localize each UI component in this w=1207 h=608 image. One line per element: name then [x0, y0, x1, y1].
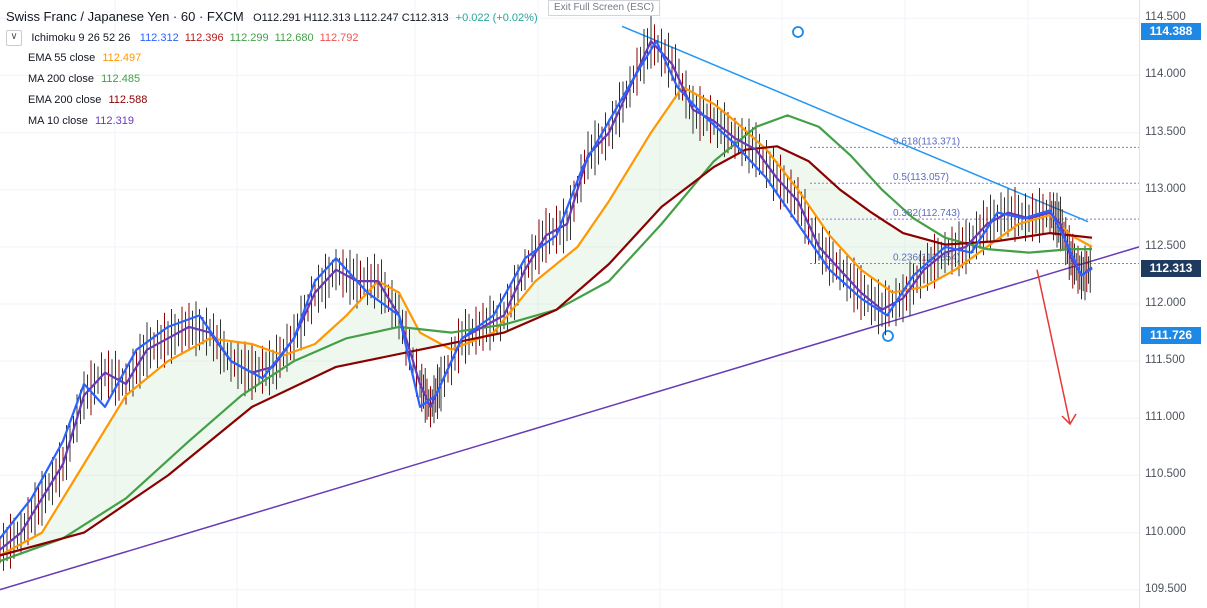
- series-line: [0, 85, 1093, 557]
- ichimoku-value: 112.680: [274, 32, 314, 44]
- indicator-name: EMA 55 close: [28, 52, 96, 64]
- fib-label: 0.236(112.354): [893, 253, 960, 264]
- series-line: [0, 40, 1093, 539]
- y-tick-label: 114.000: [1145, 68, 1186, 81]
- y-tick-label: 110.000: [1145, 525, 1186, 538]
- y-tick-label: 111.000: [1145, 411, 1185, 424]
- y-tick-label: 114.500: [1145, 11, 1186, 24]
- y-tick-label: 113.000: [1145, 182, 1186, 195]
- fib-label: 0.5(113.057): [893, 172, 949, 183]
- legend-row-ema200[interactable]: EMA 200 close 112.588: [6, 90, 538, 111]
- chevron-down-icon[interactable]: ∨: [6, 29, 22, 46]
- indicator-name: Ichimoku 9 26 52 26: [31, 32, 131, 44]
- price-axis-divider: [1139, 0, 1140, 608]
- fib-label: 0.382(112.743): [893, 208, 960, 219]
- exit-fullscreen-button[interactable]: Exit Full Screen (ESC): [548, 0, 661, 16]
- ohlc-c: C112.313: [401, 12, 452, 24]
- series-line: [0, 40, 1093, 551]
- y-tick-label: 111.500: [1145, 354, 1185, 367]
- price-tag: 111.726: [1141, 326, 1201, 344]
- ichimoku-cloud: [0, 86, 1092, 556]
- y-tick-label: 112.000: [1145, 297, 1186, 309]
- y-tick-label: 110.500: [1145, 468, 1186, 481]
- legend-panel: Swiss Franc / Japanese Yen · 60 · FXCM O…: [6, 6, 538, 132]
- resistance-trendline: [621, 25, 1089, 223]
- series-line: [0, 145, 1093, 557]
- projection-arrow: [1036, 269, 1071, 425]
- support-trendline: [0, 246, 1140, 591]
- y-tick-label: 109.500: [1145, 582, 1187, 595]
- ohlc-l: L112.247: [353, 12, 402, 24]
- indicator-name: MA 200 close: [28, 73, 95, 85]
- y-tick-label: 112.500: [1145, 239, 1186, 252]
- ichimoku-value: 112.299: [229, 32, 269, 44]
- indicator-name: MA 10 close: [28, 115, 88, 127]
- legend-row-ichimoku[interactable]: ∨ Ichimoku 9 26 52 26 112.312 112.396 112.…: [6, 27, 538, 48]
- y-tick-label: 113.500: [1145, 125, 1186, 138]
- indicator-values: 112.312 112.396 112.299 112.680 112.792: [134, 32, 359, 44]
- series-line: [0, 114, 1092, 563]
- marker-circle: [792, 26, 804, 38]
- ohlc-values: O112.291 H112.313 L112.247 C112.313: [253, 12, 452, 24]
- symbol-title: Swiss Franc / Japanese Yen · 60 · FXCM: [6, 9, 244, 24]
- legend-row-ma200[interactable]: MA 200 close 112.485: [6, 69, 538, 90]
- header-row: Swiss Franc / Japanese Yen · 60 · FXCM O…: [6, 6, 538, 27]
- price-tag: 112.313: [1141, 259, 1201, 277]
- ichimoku-value: 112.312: [139, 32, 179, 44]
- legend-row-ema55[interactable]: EMA 55 close 112.497: [6, 48, 538, 69]
- change-value: +0.022 (+0.02%): [455, 12, 538, 24]
- indicator-name: EMA 200 close: [28, 94, 102, 106]
- ichimoku-value: 112.792: [319, 32, 359, 44]
- arrow-head: [1061, 413, 1077, 426]
- indicator-value: 112.319: [94, 115, 134, 127]
- indicator-value: 112.588: [108, 94, 148, 106]
- fib-label: 0.618(113.371): [893, 136, 960, 147]
- ohlc-h: H112.313: [303, 12, 354, 24]
- price-tag: 114.388: [1141, 22, 1201, 40]
- indicator-value: 112.485: [101, 73, 141, 85]
- legend-row-ma10[interactable]: MA 10 close 112.319: [6, 111, 538, 132]
- ohlc-o: O112.291: [253, 12, 304, 24]
- marker-circle: [882, 330, 894, 342]
- ichimoku-value: 112.396: [184, 32, 224, 44]
- indicator-value: 112.497: [102, 52, 142, 64]
